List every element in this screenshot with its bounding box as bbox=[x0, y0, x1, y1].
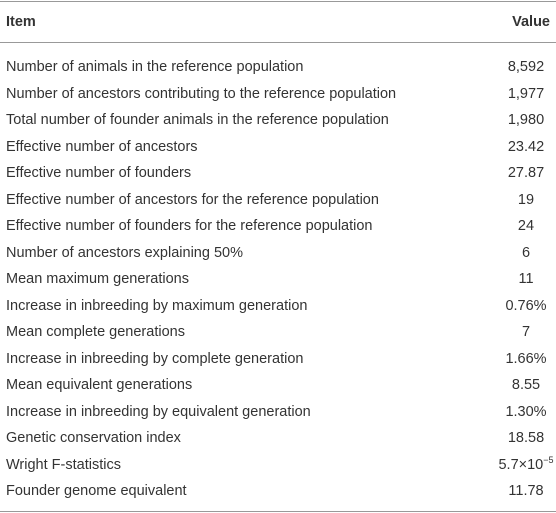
row-value: 24 bbox=[517, 218, 535, 234]
row-value: 6 bbox=[521, 244, 531, 261]
row-item: Founder genome equivalent bbox=[6, 483, 187, 499]
row-item: Total number of founder animals in the r… bbox=[6, 112, 389, 128]
row-item: Number of ancestors contributing to the … bbox=[6, 85, 397, 102]
row-value: 5.7×10−5 bbox=[490, 452, 556, 478]
row-value: 23.42 bbox=[507, 138, 545, 155]
row-item: Number of animals in the reference popul… bbox=[6, 59, 304, 75]
row-item: Effective number of founders for the ref… bbox=[6, 218, 373, 234]
row-value: 1.30% bbox=[505, 403, 547, 420]
row-value: 18.58 bbox=[507, 430, 545, 446]
row-item: Mean equivalent generations bbox=[6, 377, 193, 393]
value-base: 5.7×10 bbox=[498, 456, 544, 473]
header-item: Item bbox=[6, 14, 36, 30]
row-value: 1,977 bbox=[507, 85, 545, 102]
row-value: 0.76% bbox=[505, 297, 547, 314]
row-item: Wright F-statistics bbox=[6, 456, 121, 473]
row-item: Effective number of ancestors bbox=[6, 138, 198, 155]
row-value: 19 bbox=[517, 191, 535, 208]
row-value: 7 bbox=[521, 324, 531, 340]
row-value: 11.78 bbox=[508, 483, 544, 499]
row-value: 27.87 bbox=[507, 165, 545, 181]
row-value: 11 bbox=[518, 271, 534, 287]
row-item: Increase in inbreeding by equivalent gen… bbox=[6, 403, 311, 420]
rule bbox=[0, 42, 556, 43]
row-item: Genetic conservation index bbox=[6, 430, 181, 446]
row-item: Increase in inbreeding by complete gener… bbox=[6, 350, 304, 367]
row-value: 1,980 bbox=[507, 112, 545, 128]
row-item: Mean maximum generations bbox=[6, 271, 189, 287]
row-item: Effective number of founders bbox=[6, 165, 192, 181]
rule bbox=[0, 1, 556, 2]
row-item: Effective number of ancestors for the re… bbox=[6, 191, 379, 208]
value-exponent: −5 bbox=[543, 454, 554, 465]
rule bbox=[0, 511, 556, 512]
row-value: 1.66% bbox=[505, 350, 547, 367]
row-item: Mean complete generations bbox=[6, 324, 185, 340]
row-item: Increase in inbreeding by maximum genera… bbox=[6, 297, 308, 314]
header-value: Value bbox=[512, 14, 550, 30]
row-value: 8.55 bbox=[511, 377, 541, 393]
row-value: 8,592 bbox=[507, 59, 545, 75]
row-item: Number of ancestors explaining 50% bbox=[6, 244, 243, 261]
